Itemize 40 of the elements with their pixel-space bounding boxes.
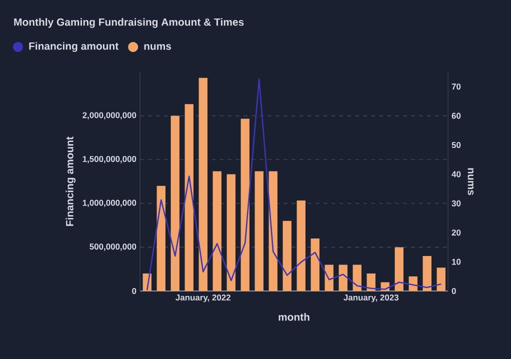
x-axis-title: month [278, 313, 310, 321]
y-tick-label: 1,500,000,000 [82, 156, 136, 164]
y2-axis-title: nums [468, 168, 474, 196]
y2-tick-label: 0 [452, 288, 456, 294]
y-tick-label: 500,000,000 [90, 244, 136, 251]
legend-label: nums [144, 44, 172, 50]
bar [422, 256, 432, 291]
y-tick-label: 2,000,000,000 [82, 112, 136, 120]
y2-tick-label: 40 [452, 171, 461, 178]
bar [310, 238, 320, 291]
y2-tick-label: 50 [452, 142, 461, 148]
chart-title: Monthly Gaming Fundraising Amount & Times [14, 18, 244, 28]
bar [254, 171, 264, 291]
bar [282, 220, 292, 291]
bar [436, 268, 446, 291]
y2-tick-label: 60 [452, 112, 461, 119]
bar [338, 264, 348, 291]
bar [352, 264, 362, 291]
y-axis-title: Financing amount [66, 136, 76, 226]
x-tick-label: January, 2023 [344, 294, 399, 302]
y2-tick-label: 10 [452, 258, 461, 265]
y-tick-label: 1,000,000,000 [82, 200, 136, 208]
bar [324, 264, 334, 291]
x-tick-label: January, 2022 [176, 294, 230, 302]
bar [184, 104, 194, 291]
bar [394, 247, 404, 291]
bar [198, 78, 208, 291]
bar [212, 171, 222, 291]
bar [268, 171, 278, 291]
y-tick-label: 0 [132, 288, 136, 294]
bar [170, 116, 180, 291]
legend-label: Financing amount [29, 42, 118, 52]
y2-tick-label: 20 [452, 230, 461, 236]
bar [240, 118, 250, 291]
bar [226, 174, 236, 291]
bar [296, 200, 306, 291]
bar [366, 273, 376, 291]
bar [156, 186, 166, 291]
y2-tick-label: 70 [452, 84, 461, 90]
y2-tick-label: 30 [452, 200, 461, 206]
